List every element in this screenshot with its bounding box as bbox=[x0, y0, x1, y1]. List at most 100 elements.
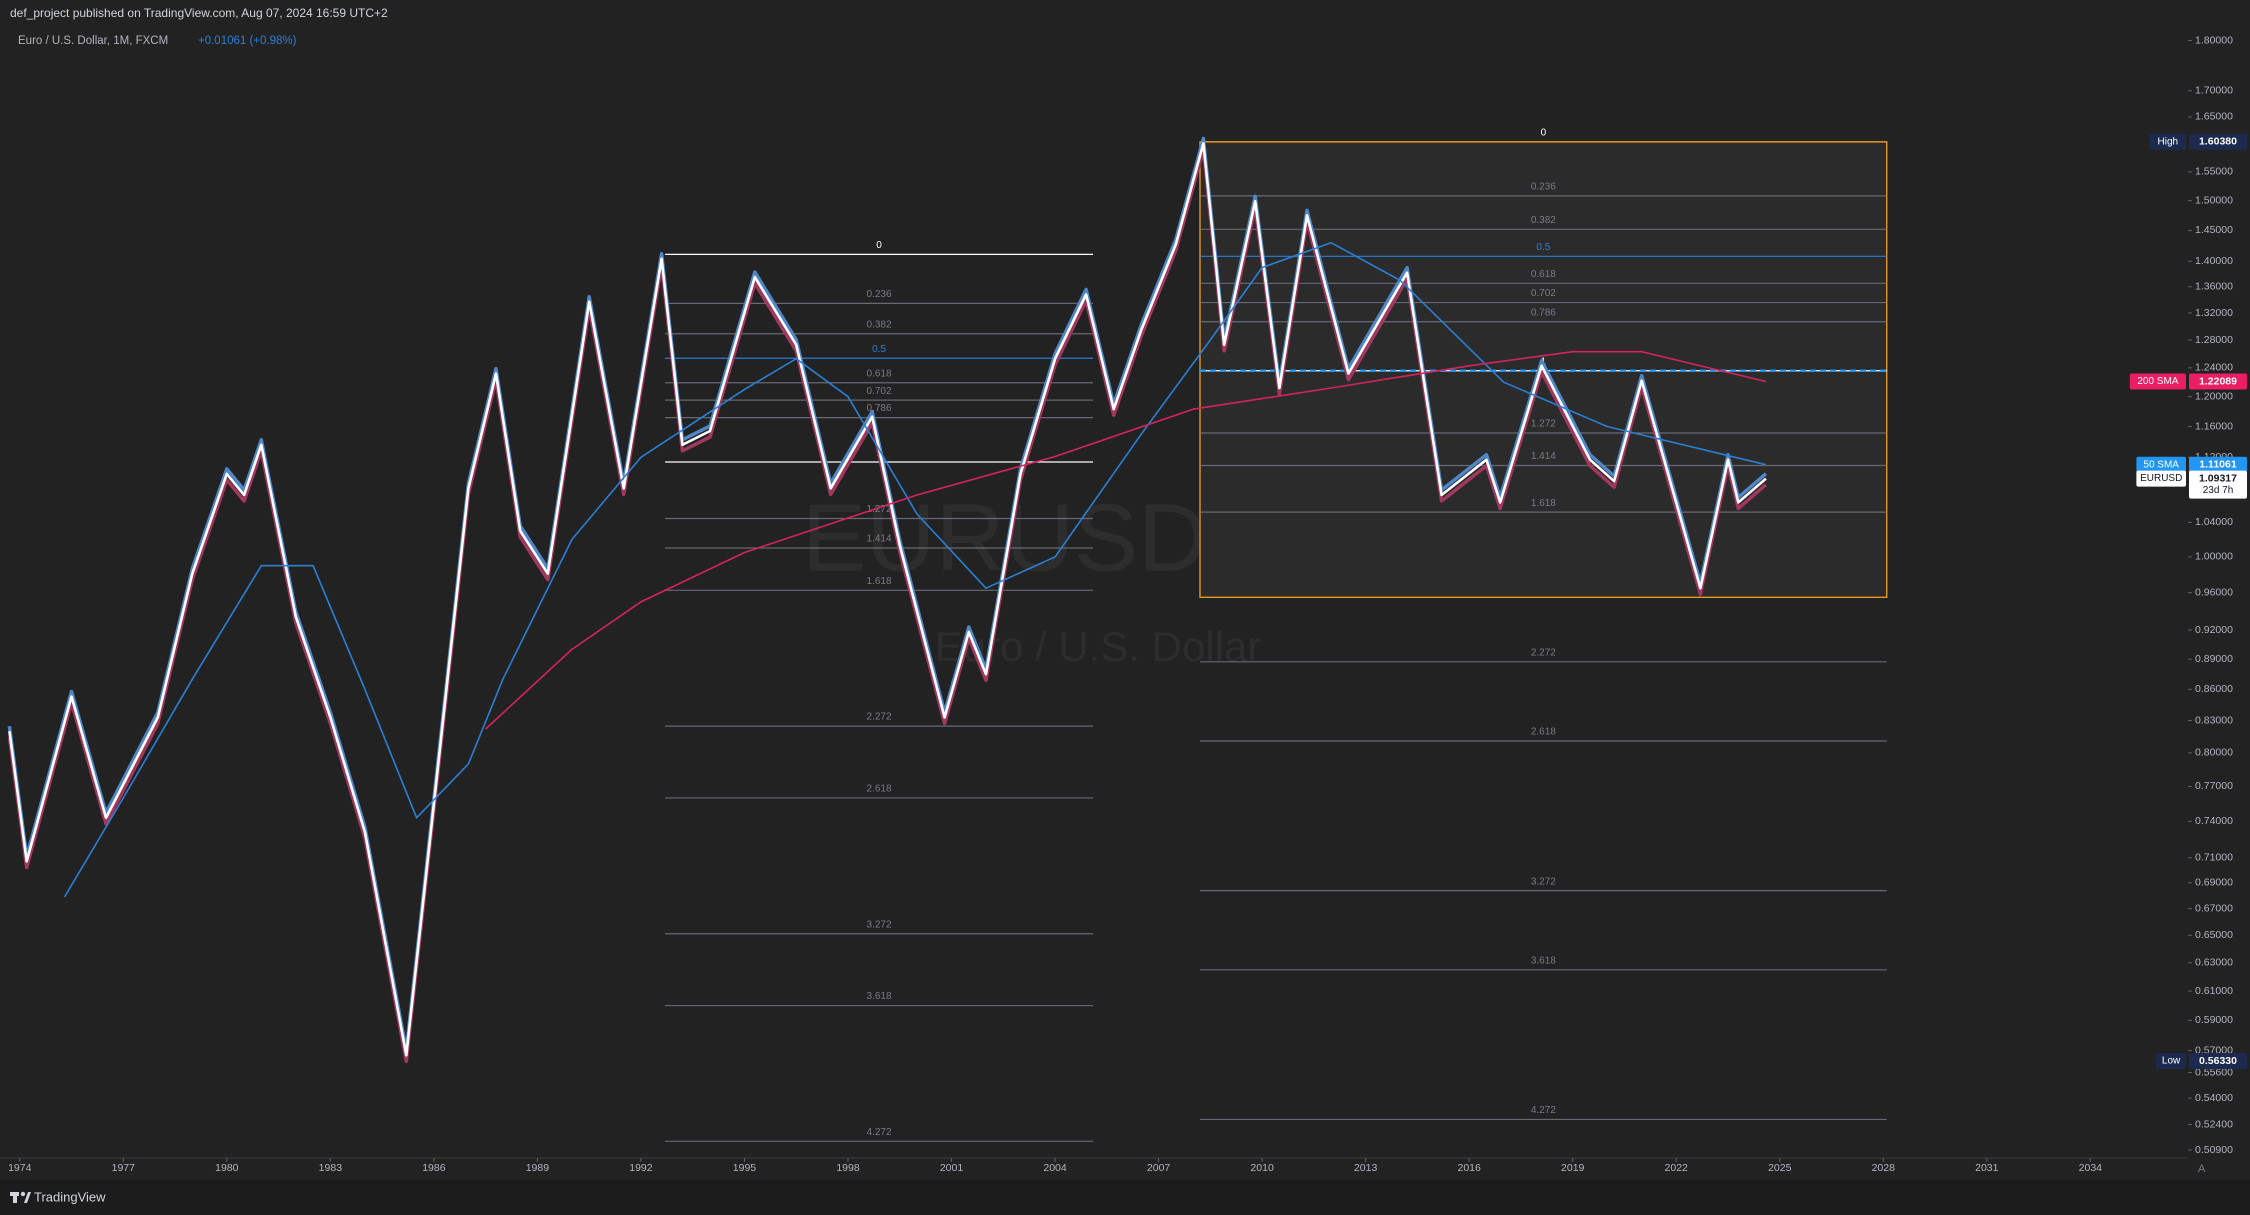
y-tick-label: 1.20000 bbox=[2195, 390, 2233, 402]
price-label-value: 1.09317 bbox=[2199, 472, 2237, 484]
y-tick-label: 1.24000 bbox=[2195, 362, 2233, 374]
y-tick-label: 1.36000 bbox=[2195, 281, 2233, 293]
price-label-value: 1.22089 bbox=[2199, 375, 2237, 387]
fib-level-label: 2.618 bbox=[867, 784, 892, 795]
y-tick-label: 0.61000 bbox=[2195, 985, 2233, 997]
fib-level-label: 0.702 bbox=[1531, 288, 1556, 299]
y-tick-label: 0.52400 bbox=[2195, 1118, 2233, 1130]
publish-info: def_project published on TradingView.com… bbox=[10, 6, 388, 20]
x-tick-label: 2007 bbox=[1147, 1162, 1171, 1174]
y-tick-label: 1.00000 bbox=[2195, 551, 2233, 563]
x-tick-label: 1974 bbox=[8, 1162, 32, 1174]
price-label-name: 50 SMA bbox=[2143, 459, 2179, 470]
brand-name[interactable]: TradingView bbox=[34, 1189, 106, 1204]
fib-level-label: 0.786 bbox=[1531, 307, 1556, 318]
fib-level-label: 1.618 bbox=[1531, 498, 1556, 509]
y-tick-label: 0.50900 bbox=[2195, 1144, 2233, 1156]
y-tick-label: 0.59000 bbox=[2195, 1014, 2233, 1026]
y-tick-label: 1.32000 bbox=[2195, 307, 2233, 319]
x-tick-label: 2031 bbox=[1975, 1162, 1999, 1174]
y-tick-label: 1.40000 bbox=[2195, 255, 2233, 267]
fib-level-label: 0 bbox=[876, 240, 882, 251]
fib-level-label: 3.272 bbox=[867, 919, 892, 930]
y-tick-label: 0.80000 bbox=[2195, 747, 2233, 759]
footer bbox=[0, 1180, 2250, 1215]
price-label-name-box bbox=[2129, 373, 2186, 390]
y-tick-label: 0.71000 bbox=[2195, 851, 2233, 863]
price-axis bbox=[2188, 0, 2250, 1160]
series-line bbox=[8, 142, 1767, 1057]
price-change: +0.01061 (+0.98%) bbox=[198, 35, 297, 47]
x-tick-label: 1983 bbox=[319, 1162, 343, 1174]
price-label-value: 0.56330 bbox=[2199, 1055, 2237, 1067]
fib-level-label: 0.702 bbox=[867, 386, 892, 397]
price-label-value: 1.11061 bbox=[2199, 458, 2237, 470]
fib-level-label: 0.618 bbox=[1531, 269, 1556, 280]
price-shadow bbox=[7, 147, 1768, 1064]
price-label-name: High bbox=[2158, 137, 2179, 148]
price-label-box bbox=[2189, 456, 2247, 473]
y-tick-label: 0.63000 bbox=[2195, 957, 2233, 969]
y-tick-label: 1.16000 bbox=[2195, 420, 2233, 432]
x-tick-label: 2028 bbox=[1872, 1162, 1896, 1174]
y-tick-label: 0.69000 bbox=[2195, 877, 2233, 889]
fib-level-label: 0.786 bbox=[867, 403, 892, 414]
fib-level-label: 0.236 bbox=[1531, 182, 1556, 193]
fib-level-label: 0.618 bbox=[867, 368, 892, 379]
price-label-countdown: 23d 7h bbox=[2203, 485, 2234, 496]
y-tick-label: 1.65000 bbox=[2195, 111, 2233, 123]
x-tick-label: 2016 bbox=[1457, 1162, 1481, 1174]
price-label-name: EURUSD bbox=[2140, 473, 2182, 484]
x-tick-label: 1986 bbox=[422, 1162, 446, 1174]
y-tick-label: 1.28000 bbox=[2195, 334, 2233, 346]
y-tick-label: 0.83000 bbox=[2195, 714, 2233, 726]
fib-level-label: 3.618 bbox=[1531, 955, 1556, 966]
x-tick-label: 1989 bbox=[526, 1162, 550, 1174]
fib-level-label: 0.5 bbox=[872, 344, 886, 355]
price-label-name-box bbox=[2156, 1053, 2186, 1070]
fib-level-label: 4.272 bbox=[867, 1127, 892, 1138]
plot-area: 00.2360.3820.50.6180.7020.78611.2721.414… bbox=[7, 128, 1888, 1142]
fib-level-label: 0.5 bbox=[1536, 242, 1550, 253]
auto-scale-button[interactable]: A bbox=[2198, 1163, 2206, 1175]
y-tick-label: 0.86000 bbox=[2195, 683, 2233, 695]
fib-level-label: 1.618 bbox=[867, 576, 892, 587]
x-tick-label: 2034 bbox=[2079, 1162, 2103, 1174]
y-tick-label: 0.92000 bbox=[2195, 624, 2233, 636]
y-tick-label: 1.80000 bbox=[2195, 34, 2233, 46]
x-tick-label: 2001 bbox=[940, 1162, 964, 1174]
fib-level-label: 1.272 bbox=[867, 504, 892, 515]
fib-level-label: 1.272 bbox=[1531, 419, 1556, 430]
price-label-name-box bbox=[2149, 133, 2186, 150]
x-tick-label: 1995 bbox=[733, 1162, 757, 1174]
price-label-name: Low bbox=[2162, 1056, 2181, 1067]
x-tick-label: 2010 bbox=[1250, 1162, 1274, 1174]
fib-level-label: 2.272 bbox=[867, 712, 892, 723]
symbol-legend: Euro / U.S. Dollar, 1M, FXCM bbox=[18, 35, 168, 47]
fib-level-label: 4.272 bbox=[1531, 1105, 1556, 1116]
fib-level-label: 2.272 bbox=[1531, 647, 1556, 658]
fib-level-label: 3.618 bbox=[867, 991, 892, 1002]
price-label-box bbox=[2189, 373, 2247, 390]
y-tick-label: 0.89000 bbox=[2195, 653, 2233, 665]
fib-level-label: 1.414 bbox=[1531, 451, 1556, 462]
y-tick-label: 0.54000 bbox=[2195, 1092, 2233, 1104]
series-line bbox=[485, 350, 1767, 730]
price-label-box bbox=[2189, 133, 2247, 150]
fib-level-label: 0.382 bbox=[1531, 215, 1556, 226]
fib-level-label: 0.236 bbox=[867, 289, 892, 300]
x-tick-label: 1977 bbox=[112, 1162, 136, 1174]
x-tick-label: 1980 bbox=[215, 1162, 239, 1174]
price-label-name: 200 SMA bbox=[2137, 376, 2178, 387]
y-tick-label: 1.04000 bbox=[2195, 516, 2233, 528]
fib-level-label: 2.618 bbox=[1531, 727, 1556, 738]
y-tick-label: 0.65000 bbox=[2195, 929, 2233, 941]
y-tick-label: 0.74000 bbox=[2195, 815, 2233, 827]
axes: 1.80000 1.70000 1.65000 1.55000 1.50000 1.450… bbox=[8, 34, 2247, 1174]
x-tick-label: 2013 bbox=[1354, 1162, 1378, 1174]
fib-level-label: 0 bbox=[1541, 128, 1547, 139]
x-tick-label: 1998 bbox=[836, 1162, 860, 1174]
